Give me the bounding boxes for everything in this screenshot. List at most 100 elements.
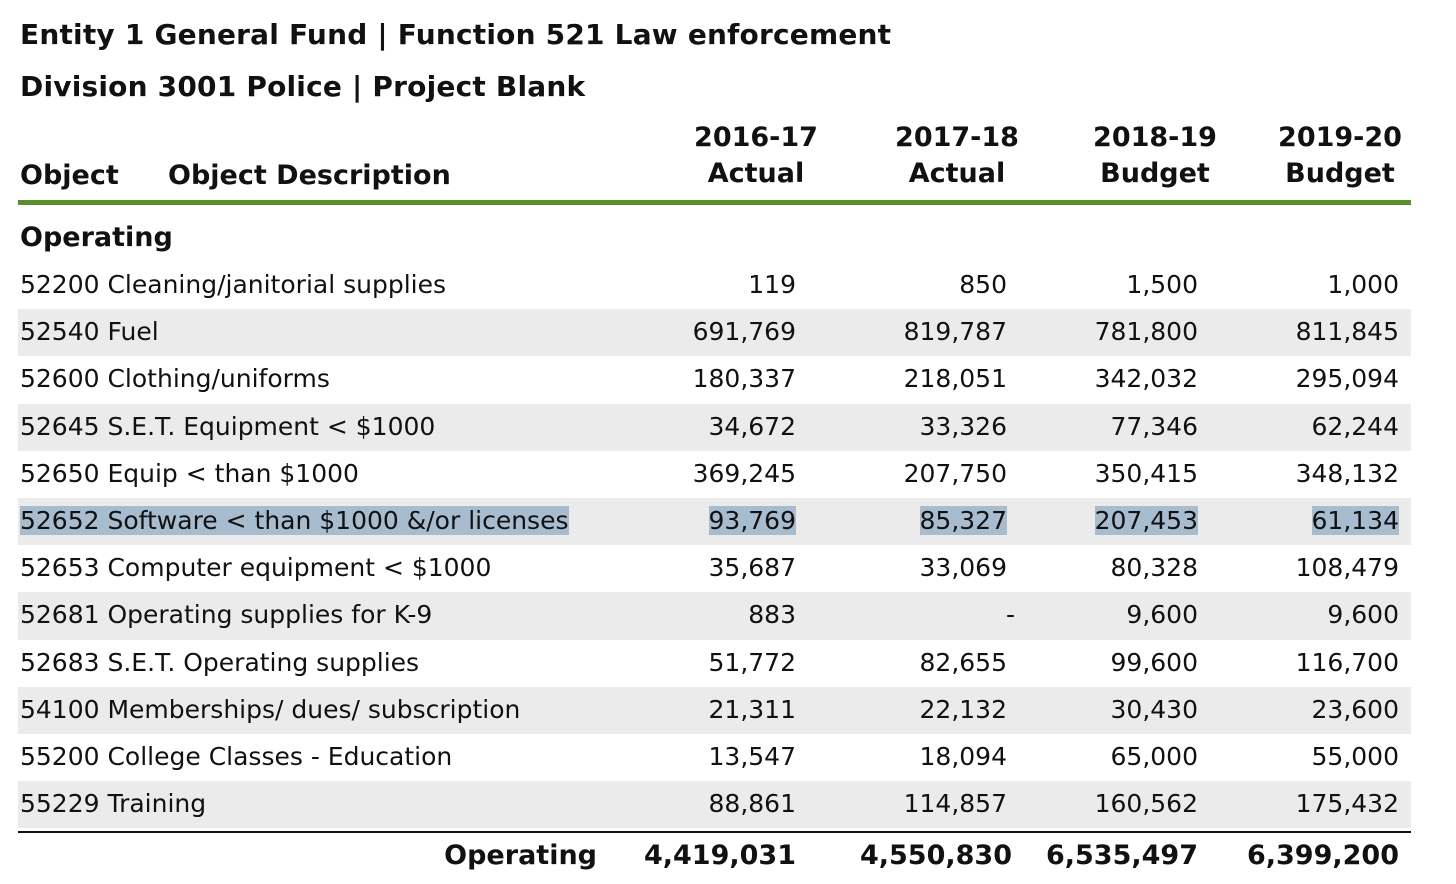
total-divider bbox=[18, 831, 1411, 833]
table-row[interactable]: 52600 Clothing/uniforms 180,337 218,051 … bbox=[18, 356, 1411, 403]
table-row[interactable]: 52200 Cleaning/janitorial supplies 119 8… bbox=[18, 262, 1411, 309]
value-2016-17: 21,311 bbox=[708, 694, 796, 724]
table-row[interactable]: 54100 Memberships/ dues/ subscription 21… bbox=[18, 686, 1411, 734]
total-label: Operating bbox=[444, 840, 597, 871]
column-year: 2016-17 bbox=[694, 122, 818, 153]
table-row[interactable]: 52540 Fuel 691,769 819,787 781,800 811,8… bbox=[18, 309, 1411, 357]
column-type: Budget bbox=[1285, 158, 1395, 189]
value-2017-18: 18,094 bbox=[919, 741, 1007, 771]
value-2016-17: 13,547 bbox=[708, 741, 796, 771]
value-2017-18: 85,327 bbox=[919, 505, 1007, 535]
value-2016-17: 51,772 bbox=[708, 647, 796, 677]
value-2019-20: 1,000 bbox=[1327, 270, 1399, 299]
value-2017-18: 114,857 bbox=[903, 789, 1007, 819]
value-2019-20: 811,845 bbox=[1295, 317, 1399, 347]
value-2016-17: 119 bbox=[748, 270, 796, 299]
value-2018-19: 160,562 bbox=[1094, 789, 1198, 819]
value-2019-20: 9,600 bbox=[1327, 600, 1399, 630]
value-2018-19: 65,000 bbox=[1110, 741, 1198, 771]
value-2018-19: 77,346 bbox=[1110, 411, 1198, 441]
table-row[interactable]: 52683 S.E.T. Operating supplies 51,772 8… bbox=[18, 640, 1411, 687]
column-header-object: Object bbox=[20, 160, 119, 191]
column-header-2019-20: 2019-20 Budget bbox=[1260, 120, 1420, 192]
column-type: Actual bbox=[707, 158, 805, 189]
value-2016-17: 93,769 bbox=[708, 505, 796, 535]
value-2017-18: 218,051 bbox=[903, 364, 1007, 394]
value-2016-17: 180,337 bbox=[692, 364, 796, 394]
column-header-2017-18: 2017-18 Actual bbox=[877, 120, 1037, 192]
row-label: 52600 Clothing/uniforms bbox=[20, 364, 330, 394]
column-year: 2019-20 bbox=[1278, 122, 1402, 153]
value-2018-19: 30,430 bbox=[1110, 694, 1198, 724]
value-2016-17: 369,245 bbox=[692, 458, 796, 488]
value-2019-20: 62,244 bbox=[1311, 411, 1399, 441]
total-2016-17: 4,419,031 bbox=[643, 840, 796, 871]
table-row[interactable]: 55200 College Classes - Education 13,547… bbox=[18, 734, 1411, 781]
value-2018-19: 80,328 bbox=[1110, 553, 1198, 583]
value-2016-17: 88,861 bbox=[708, 789, 796, 819]
value-2018-19: 207,453 bbox=[1094, 505, 1198, 535]
value-2019-20: 23,600 bbox=[1311, 694, 1399, 724]
header-divider bbox=[18, 200, 1411, 205]
total-2017-18: 4,550,830 bbox=[859, 840, 1012, 871]
value-2018-19: 9,600 bbox=[1126, 600, 1198, 630]
row-label: 54100 Memberships/ dues/ subscription bbox=[20, 694, 521, 724]
total-2019-20: 6,399,200 bbox=[1246, 840, 1399, 871]
value-2016-17: 691,769 bbox=[692, 317, 796, 347]
column-type: Actual bbox=[908, 158, 1006, 189]
value-2018-19: 781,800 bbox=[1094, 317, 1198, 347]
table-row-selected[interactable]: 52652 Software < than $1000 &/or license… bbox=[18, 497, 1411, 546]
column-year: 2017-18 bbox=[895, 122, 1019, 153]
value-2017-18: 207,750 bbox=[903, 458, 1007, 488]
row-label: 52653 Computer equipment < $1000 bbox=[20, 553, 492, 583]
column-header-description: Object Description bbox=[168, 160, 451, 191]
budget-table-body: 52200 Cleaning/janitorial supplies 119 8… bbox=[18, 262, 1411, 829]
value-2019-20: 116,700 bbox=[1295, 647, 1399, 677]
value-2017-18: 33,069 bbox=[919, 553, 1007, 583]
row-label: 52540 Fuel bbox=[20, 317, 159, 347]
section-title: Operating bbox=[20, 222, 173, 253]
selected-text: 61,134 bbox=[1311, 505, 1399, 535]
report-title-division: Division 3001 Police | Project Blank bbox=[20, 70, 586, 103]
value-2017-18: 82,655 bbox=[919, 647, 1007, 677]
row-label: 55200 College Classes - Education bbox=[20, 741, 453, 771]
value-2018-19: 99,600 bbox=[1110, 647, 1198, 677]
table-row[interactable]: 55229 Training 88,861 114,857 160,562 17… bbox=[18, 781, 1411, 829]
table-row[interactable]: 52645 S.E.T. Equipment < $1000 34,672 33… bbox=[18, 403, 1411, 451]
value-2018-19: 350,415 bbox=[1094, 458, 1198, 488]
total-2018-19: 6,535,497 bbox=[1045, 840, 1198, 871]
value-2019-20: 348,132 bbox=[1295, 458, 1399, 488]
value-2019-20: 175,432 bbox=[1295, 789, 1399, 819]
value-2017-18: 850 bbox=[959, 270, 1007, 299]
column-header-2016-17: 2016-17 Actual bbox=[676, 120, 836, 192]
row-label: 52650 Equip < than $1000 bbox=[20, 458, 359, 488]
column-year: 2018-19 bbox=[1093, 122, 1217, 153]
value-2019-20: 108,479 bbox=[1295, 553, 1399, 583]
total-row: Operating 4,419,031 4,550,830 6,535,497 … bbox=[18, 840, 1411, 880]
report-title-entity: Entity 1 General Fund | Function 521 Law… bbox=[20, 18, 892, 51]
value-2017-18: - bbox=[1005, 600, 1015, 630]
value-2018-19: 342,032 bbox=[1094, 364, 1198, 394]
row-label: 55229 Training bbox=[20, 789, 207, 819]
selected-text: 207,453 bbox=[1094, 505, 1198, 535]
selected-text: 93,769 bbox=[708, 505, 796, 535]
value-2018-19: 1,500 bbox=[1126, 270, 1198, 299]
value-2016-17: 35,687 bbox=[708, 553, 796, 583]
table-row[interactable]: 52681 Operating supplies for K-9 883 - 9… bbox=[18, 592, 1411, 640]
column-header-2018-19: 2018-19 Budget bbox=[1075, 120, 1235, 192]
selected-text: 85,327 bbox=[919, 505, 1007, 535]
value-2019-20: 55,000 bbox=[1311, 741, 1399, 771]
value-2019-20: 61,134 bbox=[1311, 505, 1399, 535]
value-2017-18: 33,326 bbox=[919, 411, 1007, 441]
row-label: 52683 S.E.T. Operating supplies bbox=[20, 647, 420, 677]
value-2016-17: 883 bbox=[748, 600, 796, 630]
row-label: 52681 Operating supplies for K-9 bbox=[20, 600, 433, 630]
value-2017-18: 22,132 bbox=[919, 694, 1007, 724]
selected-text: 52652 Software < than $1000 &/or license… bbox=[20, 505, 569, 535]
table-row[interactable]: 52653 Computer equipment < $1000 35,687 … bbox=[18, 545, 1411, 592]
value-2016-17: 34,672 bbox=[708, 411, 796, 441]
value-2019-20: 295,094 bbox=[1295, 364, 1399, 394]
column-type: Budget bbox=[1100, 158, 1210, 189]
value-2017-18: 819,787 bbox=[903, 317, 1007, 347]
table-row[interactable]: 52650 Equip < than $1000 369,245 207,750… bbox=[18, 451, 1411, 498]
